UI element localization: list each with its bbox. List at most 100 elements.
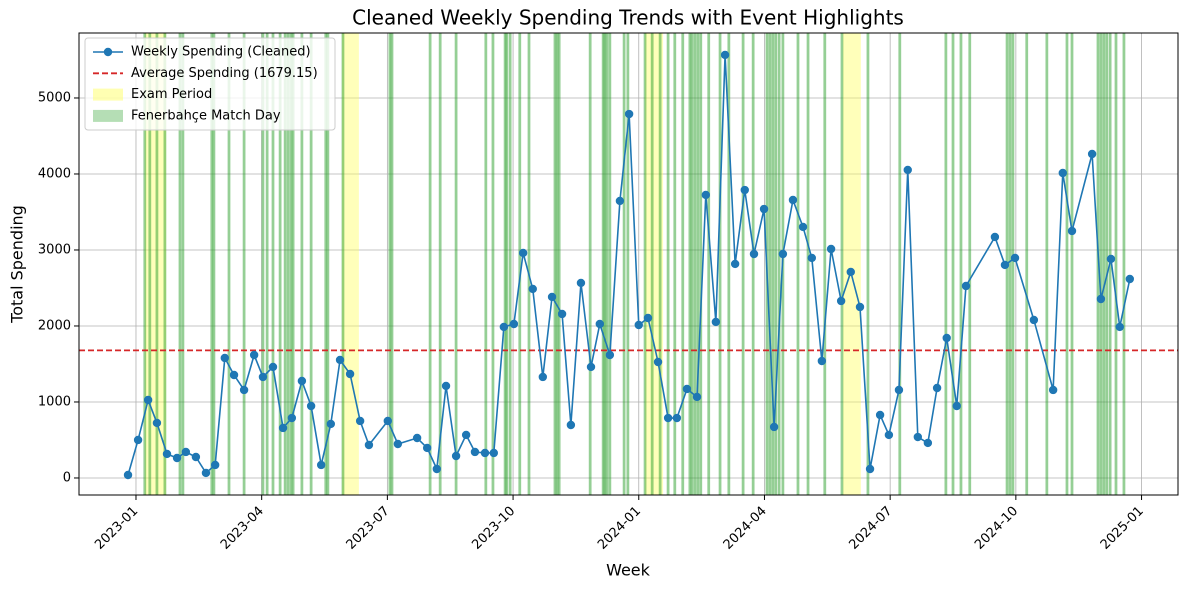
x-tick-label: 2023-07 bbox=[344, 504, 393, 553]
point bbox=[278, 423, 288, 433]
match-day bbox=[823, 33, 827, 495]
match-day bbox=[555, 33, 559, 495]
point bbox=[480, 448, 490, 458]
match-day bbox=[227, 33, 231, 495]
exam-span bbox=[342, 33, 359, 495]
point bbox=[518, 248, 528, 258]
point bbox=[875, 410, 885, 420]
match-day bbox=[341, 33, 345, 495]
point bbox=[778, 249, 788, 259]
point bbox=[239, 385, 249, 395]
point bbox=[846, 267, 855, 277]
point bbox=[538, 372, 548, 382]
exam-span bbox=[842, 33, 861, 495]
point bbox=[355, 416, 365, 426]
point bbox=[1087, 149, 1097, 159]
point bbox=[297, 376, 307, 386]
match-day bbox=[768, 33, 772, 495]
match-day bbox=[681, 33, 685, 495]
match-day bbox=[265, 33, 269, 495]
x-tick-label: 2023-01 bbox=[92, 504, 141, 553]
point bbox=[942, 333, 951, 343]
match-day bbox=[718, 33, 722, 495]
point bbox=[143, 395, 153, 405]
point bbox=[1096, 294, 1106, 304]
point bbox=[1067, 226, 1077, 236]
match-day bbox=[527, 33, 531, 495]
match-day bbox=[643, 33, 647, 495]
y-tick-label: 1000 bbox=[38, 394, 71, 409]
point bbox=[884, 430, 894, 440]
match-day bbox=[278, 33, 282, 495]
match-day bbox=[741, 33, 745, 495]
match-day bbox=[707, 33, 711, 495]
legend-swatch bbox=[93, 88, 123, 101]
point bbox=[172, 453, 182, 463]
x-tick-label: 2024-01 bbox=[595, 504, 644, 553]
y-axis-label: Total Spending bbox=[8, 205, 27, 324]
point bbox=[412, 433, 422, 443]
match-day bbox=[690, 33, 694, 495]
match-day bbox=[1122, 33, 1126, 495]
point bbox=[557, 309, 567, 319]
point bbox=[749, 249, 759, 259]
point bbox=[759, 204, 769, 214]
match-day bbox=[696, 33, 700, 495]
y-tick-label: 5000 bbox=[38, 90, 71, 105]
point bbox=[547, 292, 557, 302]
match-day bbox=[588, 33, 592, 495]
x-tick-label: 2025-01 bbox=[1098, 504, 1147, 553]
match-day bbox=[518, 33, 522, 495]
point bbox=[1048, 385, 1058, 395]
match-day bbox=[438, 33, 442, 495]
match-day bbox=[508, 33, 512, 495]
point bbox=[923, 438, 933, 448]
point bbox=[720, 50, 730, 60]
point bbox=[528, 284, 537, 294]
match-day bbox=[608, 33, 612, 495]
point bbox=[326, 419, 336, 429]
match-day bbox=[1025, 33, 1029, 495]
match-day bbox=[601, 33, 605, 495]
point bbox=[807, 253, 817, 263]
exam-span bbox=[645, 33, 664, 495]
point bbox=[220, 353, 230, 363]
match-day bbox=[283, 33, 287, 495]
legend-label: Weekly Spending (Cleaned) bbox=[131, 45, 311, 60]
point bbox=[961, 281, 971, 291]
match-day bbox=[505, 33, 509, 495]
point bbox=[201, 468, 211, 478]
point bbox=[913, 432, 923, 442]
match-day bbox=[688, 33, 692, 495]
point bbox=[894, 385, 904, 395]
point bbox=[711, 317, 721, 327]
match-day bbox=[944, 33, 948, 495]
point bbox=[191, 452, 201, 462]
point bbox=[576, 278, 586, 288]
match-day bbox=[326, 33, 330, 495]
match-day bbox=[1114, 33, 1118, 495]
point bbox=[249, 350, 259, 360]
match-day bbox=[484, 33, 488, 495]
match-day bbox=[699, 33, 703, 495]
point bbox=[663, 413, 673, 423]
match-day bbox=[390, 33, 394, 495]
match-day bbox=[866, 33, 870, 495]
match-day bbox=[289, 33, 293, 495]
point bbox=[643, 313, 653, 323]
legend: Weekly Spending (Cleaned) Average Spendin… bbox=[84, 37, 336, 131]
legend-box bbox=[84, 37, 336, 131]
point bbox=[1058, 168, 1067, 178]
match-day bbox=[143, 33, 147, 495]
match-day bbox=[1096, 33, 1100, 495]
x-tick-label: 2023-10 bbox=[469, 504, 518, 553]
point bbox=[817, 356, 827, 366]
point bbox=[653, 357, 663, 367]
match-day bbox=[1065, 33, 1069, 495]
legend-label: Fenerbahçe Match Day bbox=[131, 108, 281, 123]
point bbox=[634, 320, 643, 330]
point bbox=[316, 460, 326, 470]
match-day bbox=[454, 33, 458, 495]
match-day bbox=[650, 33, 654, 495]
point bbox=[586, 362, 596, 372]
